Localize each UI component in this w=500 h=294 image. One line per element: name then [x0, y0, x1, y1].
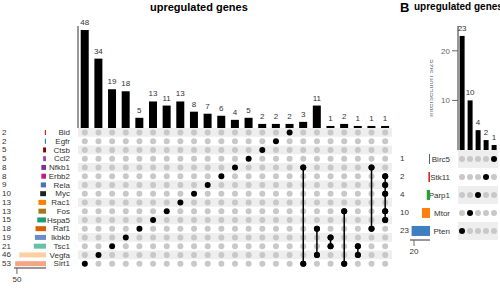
- svg-text:18: 18: [121, 79, 130, 88]
- svg-text:13: 13: [8, 207, 11, 216]
- svg-text:1: 1: [492, 133, 493, 142]
- svg-text:5: 5: [137, 106, 142, 115]
- svg-text:2: 2: [484, 128, 489, 137]
- svg-text:7: 7: [205, 102, 210, 111]
- svg-text:1: 1: [369, 114, 374, 123]
- svg-text:23: 23: [400, 226, 409, 235]
- svg-text:Rac1: Rac1: [51, 198, 70, 207]
- svg-text:Ctsb: Ctsb: [54, 146, 71, 155]
- svg-text:Ccl2: Ccl2: [54, 154, 71, 163]
- svg-text:34: 34: [94, 47, 103, 56]
- svg-text:Stk11: Stk11: [430, 173, 450, 182]
- svg-text:Mtor: Mtor: [434, 209, 450, 218]
- html-text:upregulated genes: upregulated genes: [150, 1, 248, 13]
- svg-text:Intersection size: Intersection size: [430, 59, 435, 117]
- svg-text:2: 2: [274, 112, 279, 121]
- svg-text:Vegfa: Vegfa: [50, 251, 71, 260]
- svg-text:13: 13: [176, 89, 185, 98]
- svg-text:21: 21: [8, 242, 11, 251]
- svg-text:Bid: Bid: [58, 128, 70, 137]
- svg-text:10: 10: [466, 88, 475, 97]
- svg-text:13: 13: [149, 89, 158, 98]
- svg-text:20: 20: [410, 247, 419, 256]
- svg-text:Erbb2: Erbb2: [49, 172, 71, 181]
- svg-text:Rela: Rela: [54, 181, 71, 190]
- svg-text:10: 10: [400, 208, 409, 217]
- svg-text:18: 18: [8, 224, 11, 233]
- svg-text:2: 2: [400, 172, 405, 181]
- svg-text:Hspa5: Hspa5: [47, 216, 71, 225]
- svg-text:4: 4: [476, 118, 481, 127]
- svg-text:6: 6: [219, 104, 224, 113]
- svg-text:1: 1: [356, 114, 361, 123]
- svg-text:1: 1: [400, 154, 405, 163]
- svg-text:48: 48: [80, 18, 89, 27]
- svg-text:Raf1: Raf1: [53, 224, 70, 233]
- svg-text:Parp1: Parp1: [430, 191, 451, 200]
- svg-text:Nfkb1: Nfkb1: [49, 163, 70, 172]
- html-text:B: B: [400, 0, 410, 15]
- svg-text:50: 50: [12, 275, 21, 284]
- svg-text:Birc5: Birc5: [432, 155, 451, 164]
- svg-text:4: 4: [400, 190, 405, 199]
- svg-text:11: 11: [162, 94, 171, 103]
- svg-text:5: 5: [246, 106, 251, 115]
- svg-text:3: 3: [301, 110, 306, 119]
- svg-text:4: 4: [233, 108, 238, 117]
- svg-text:1: 1: [383, 114, 388, 123]
- svg-text:23: 23: [458, 24, 467, 33]
- svg-text:Myc: Myc: [55, 189, 70, 198]
- svg-text:Pten: Pten: [434, 227, 450, 236]
- svg-text:8: 8: [192, 100, 197, 109]
- svg-text:1: 1: [328, 114, 333, 123]
- svg-text:2: 2: [342, 112, 347, 121]
- svg-text:Fos: Fos: [57, 207, 70, 216]
- svg-text:Tsc1: Tsc1: [54, 242, 71, 251]
- svg-text:53: 53: [8, 259, 11, 268]
- svg-text:2: 2: [287, 112, 292, 121]
- svg-text:10: 10: [441, 96, 450, 105]
- svg-text:Ikbkb: Ikbkb: [51, 233, 71, 242]
- svg-text:46: 46: [8, 250, 11, 259]
- svg-text:19: 19: [8, 233, 11, 242]
- svg-text:Egfr: Egfr: [55, 137, 70, 146]
- svg-text:13: 13: [8, 198, 11, 207]
- svg-text:Sirt1: Sirt1: [54, 259, 71, 268]
- svg-text:2: 2: [260, 112, 265, 121]
- svg-text:15: 15: [8, 215, 11, 224]
- svg-text:20: 20: [441, 47, 450, 56]
- svg-text:19: 19: [108, 77, 117, 86]
- svg-text:11: 11: [313, 94, 322, 103]
- svg-text:10: 10: [8, 189, 11, 198]
